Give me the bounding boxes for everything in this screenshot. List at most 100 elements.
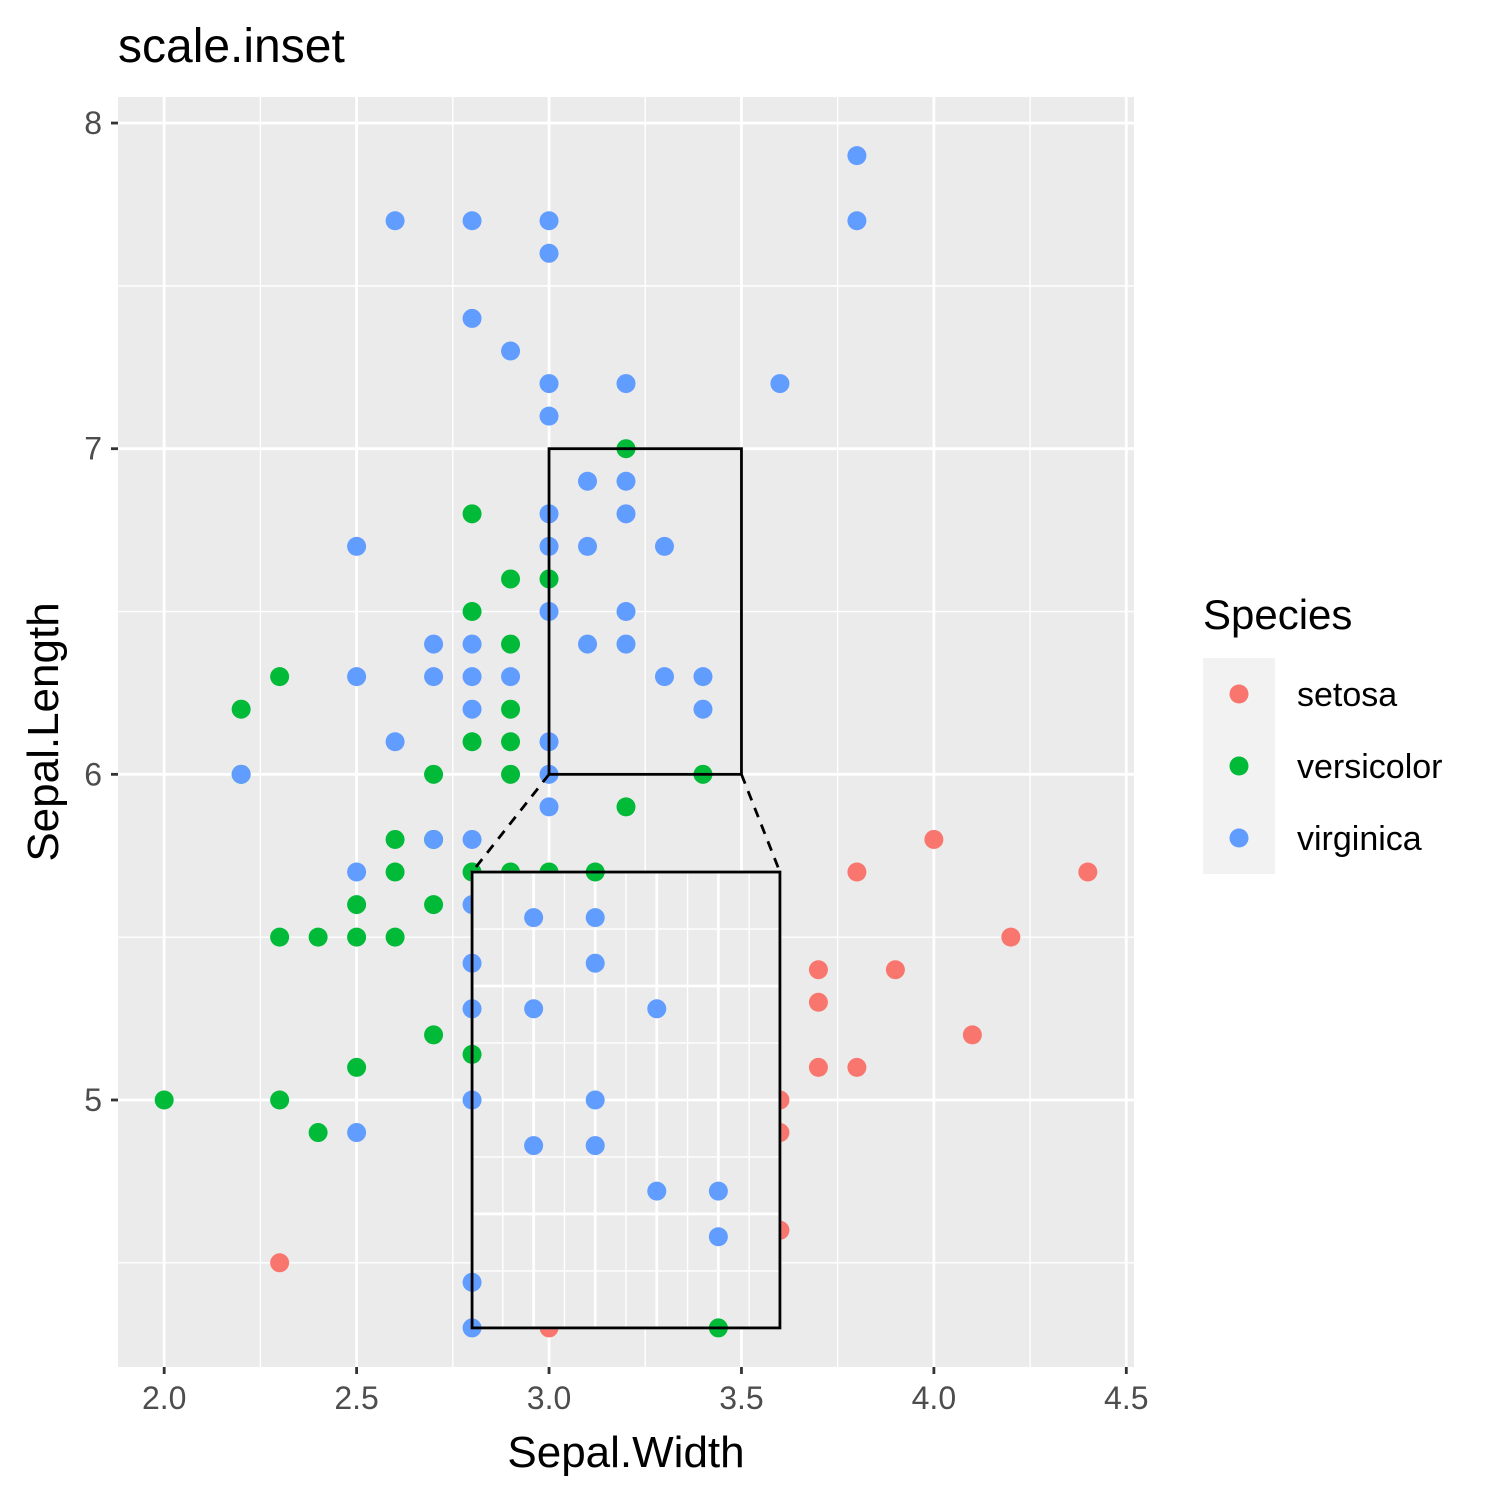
x-tick-label: 4.0	[912, 1380, 956, 1416]
y-axis-title: Sepal.Length	[19, 602, 68, 861]
point-virginica	[616, 504, 636, 524]
inset-point-virginica	[585, 908, 605, 928]
point-virginica	[462, 667, 482, 687]
y-tick-label: 8	[84, 105, 102, 141]
point-virginica	[501, 667, 521, 687]
y-tick-label: 6	[84, 756, 102, 792]
point-versicolor	[308, 1123, 328, 1143]
point-virginica	[539, 797, 559, 817]
inset-point-virginica	[524, 999, 544, 1019]
x-tick-label: 2.0	[142, 1380, 186, 1416]
legend-label-versicolor: versicolor	[1297, 748, 1442, 786]
point-virginica	[539, 374, 559, 394]
point-setosa	[847, 862, 867, 882]
legend-key-versicolor	[1229, 756, 1249, 776]
point-versicolor	[501, 569, 521, 589]
x-tick-label: 3.5	[719, 1380, 763, 1416]
point-virginica	[424, 829, 444, 849]
point-virginica	[462, 699, 482, 719]
point-virginica	[385, 211, 405, 231]
point-versicolor	[424, 895, 444, 915]
point-versicolor	[501, 634, 521, 654]
point-versicolor	[424, 764, 444, 784]
x-axis: 2.0 2.5 3.0 3.5 4.0 4.5	[142, 1367, 1149, 1416]
x-tick-label: 3.0	[527, 1380, 571, 1416]
inset-point-virginica	[708, 1181, 728, 1201]
inset-point-virginica	[585, 953, 605, 973]
point-setosa	[808, 960, 828, 980]
point-virginica	[539, 211, 559, 231]
inset-point-virginica	[585, 1090, 605, 1110]
point-virginica	[462, 308, 482, 328]
legend-key-virginica	[1229, 828, 1249, 848]
point-virginica	[693, 667, 713, 687]
x-tick-label: 2.5	[334, 1380, 378, 1416]
point-setosa	[270, 1253, 290, 1273]
point-setosa	[1001, 927, 1021, 947]
inset-point-virginica	[647, 999, 667, 1019]
inset-point-virginica	[708, 1227, 728, 1247]
point-versicolor	[462, 732, 482, 752]
zoom-inset	[462, 447, 782, 1338]
point-versicolor	[462, 602, 482, 622]
zoom-source-box	[547, 447, 743, 776]
point-virginica	[539, 406, 559, 426]
legend-key-setosa	[1229, 684, 1249, 704]
point-versicolor	[424, 1025, 444, 1045]
point-virginica	[770, 374, 790, 394]
main-points	[154, 146, 1098, 1338]
y-tick-label: 7	[84, 431, 102, 467]
point-versicolor	[347, 927, 367, 947]
point-setosa	[847, 1057, 867, 1077]
point-versicolor	[385, 862, 405, 882]
point-virginica	[578, 634, 598, 654]
point-setosa	[924, 829, 944, 849]
point-virginica	[385, 732, 405, 752]
point-virginica	[654, 667, 674, 687]
point-versicolor	[231, 699, 251, 719]
point-virginica	[462, 829, 482, 849]
y-tick-label: 5	[84, 1082, 102, 1118]
point-versicolor	[347, 895, 367, 915]
point-virginica	[347, 536, 367, 556]
point-virginica	[347, 862, 367, 882]
point-setosa	[1078, 862, 1098, 882]
point-virginica	[616, 602, 636, 622]
point-virginica	[347, 1123, 367, 1143]
point-versicolor	[385, 829, 405, 849]
point-versicolor	[501, 764, 521, 784]
inset-point-virginica	[585, 1136, 605, 1156]
legend-label-setosa: setosa	[1297, 676, 1397, 714]
zoom-connector-left	[470, 773, 551, 873]
point-versicolor	[347, 1057, 367, 1077]
point-setosa	[885, 960, 905, 980]
point-virginica	[578, 471, 598, 491]
x-axis-title: Sepal.Width	[507, 1428, 744, 1477]
point-virginica	[578, 536, 598, 556]
point-virginica	[424, 667, 444, 687]
point-virginica	[616, 374, 636, 394]
point-virginica	[539, 243, 559, 263]
legend-title: Species	[1203, 591, 1352, 638]
point-virginica	[347, 667, 367, 687]
point-versicolor	[462, 504, 482, 524]
point-virginica	[847, 211, 867, 231]
point-virginica	[231, 764, 251, 784]
inset-point-virginica	[647, 1181, 667, 1201]
point-virginica	[424, 634, 444, 654]
point-versicolor	[501, 699, 521, 719]
chart-title: scale.inset	[118, 20, 345, 73]
point-virginica	[693, 699, 713, 719]
point-virginica	[462, 634, 482, 654]
x-tick-label: 4.5	[1104, 1380, 1148, 1416]
point-virginica	[462, 211, 482, 231]
point-versicolor	[385, 927, 405, 947]
inset-point-virginica	[524, 908, 544, 928]
point-virginica	[847, 146, 867, 166]
point-versicolor	[616, 797, 636, 817]
inset-border	[470, 870, 782, 1330]
legend-label-virginica: virginica	[1297, 820, 1422, 858]
point-versicolor	[270, 927, 290, 947]
point-virginica	[501, 341, 521, 361]
